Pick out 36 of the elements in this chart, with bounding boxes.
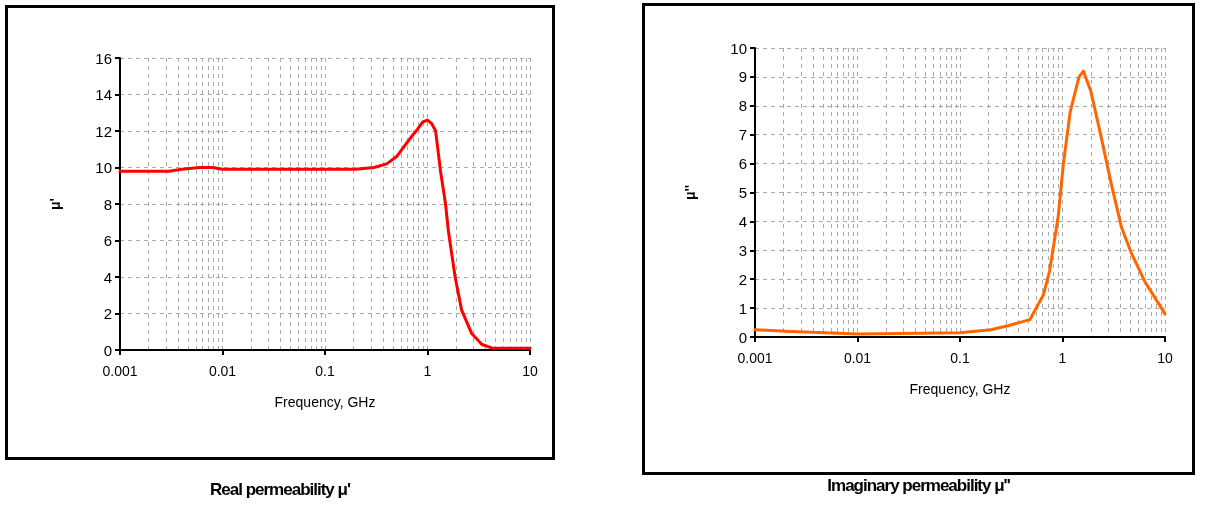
x-tick-label: 0.1: [315, 363, 335, 379]
y-tick-label: 8: [103, 195, 112, 213]
x-tick-label: 1: [423, 363, 432, 379]
x-tick-label: 10: [1157, 350, 1173, 366]
y-tick-label: 6: [103, 232, 112, 249]
y-tick-label: 4: [738, 212, 747, 230]
y-axis-title: μ'': [682, 184, 698, 201]
y-tick-label: 1: [738, 299, 747, 317]
y-tick-label: 10: [730, 39, 747, 57]
y-tick-label: 12: [95, 122, 112, 140]
y-tick-label: 2: [103, 305, 112, 322]
y-axis-title: μ': [47, 198, 63, 210]
x-tick-label: 0.01: [208, 363, 237, 379]
x-tick-label: 0.001: [102, 363, 138, 379]
y-tick-label: 0: [103, 341, 112, 359]
x-tick-label: 10: [522, 363, 538, 379]
text: Imaginary permeability μ'': [826, 476, 1011, 496]
x-tick-label: 1: [1058, 350, 1067, 366]
y-tick-label: 7: [738, 126, 747, 144]
y-tick-label: 10: [95, 159, 112, 176]
y-tick-label: 4: [103, 268, 112, 286]
y-tick-label: 5: [738, 184, 747, 201]
y-tick-label: 14: [95, 86, 112, 103]
x-tick-label: 0.001: [737, 350, 773, 366]
x-tick-label: 0.1: [950, 350, 970, 366]
y-tick-label: 3: [738, 241, 747, 259]
x-tick-label: 0.01: [843, 350, 872, 366]
y-tick-label: 2: [738, 270, 747, 288]
x-axis-title: Frequency, GHz: [274, 394, 376, 410]
y-tick-label: 8: [738, 97, 747, 115]
x-axis-title: Frequency, GHz: [909, 381, 1011, 397]
y-tick-label: 16: [95, 49, 112, 67]
text: Real permeability μ': [209, 480, 352, 500]
y-tick-label: 0: [738, 328, 747, 346]
y-tick-label: 6: [738, 155, 747, 173]
y-tick-label: 9: [738, 68, 747, 86]
